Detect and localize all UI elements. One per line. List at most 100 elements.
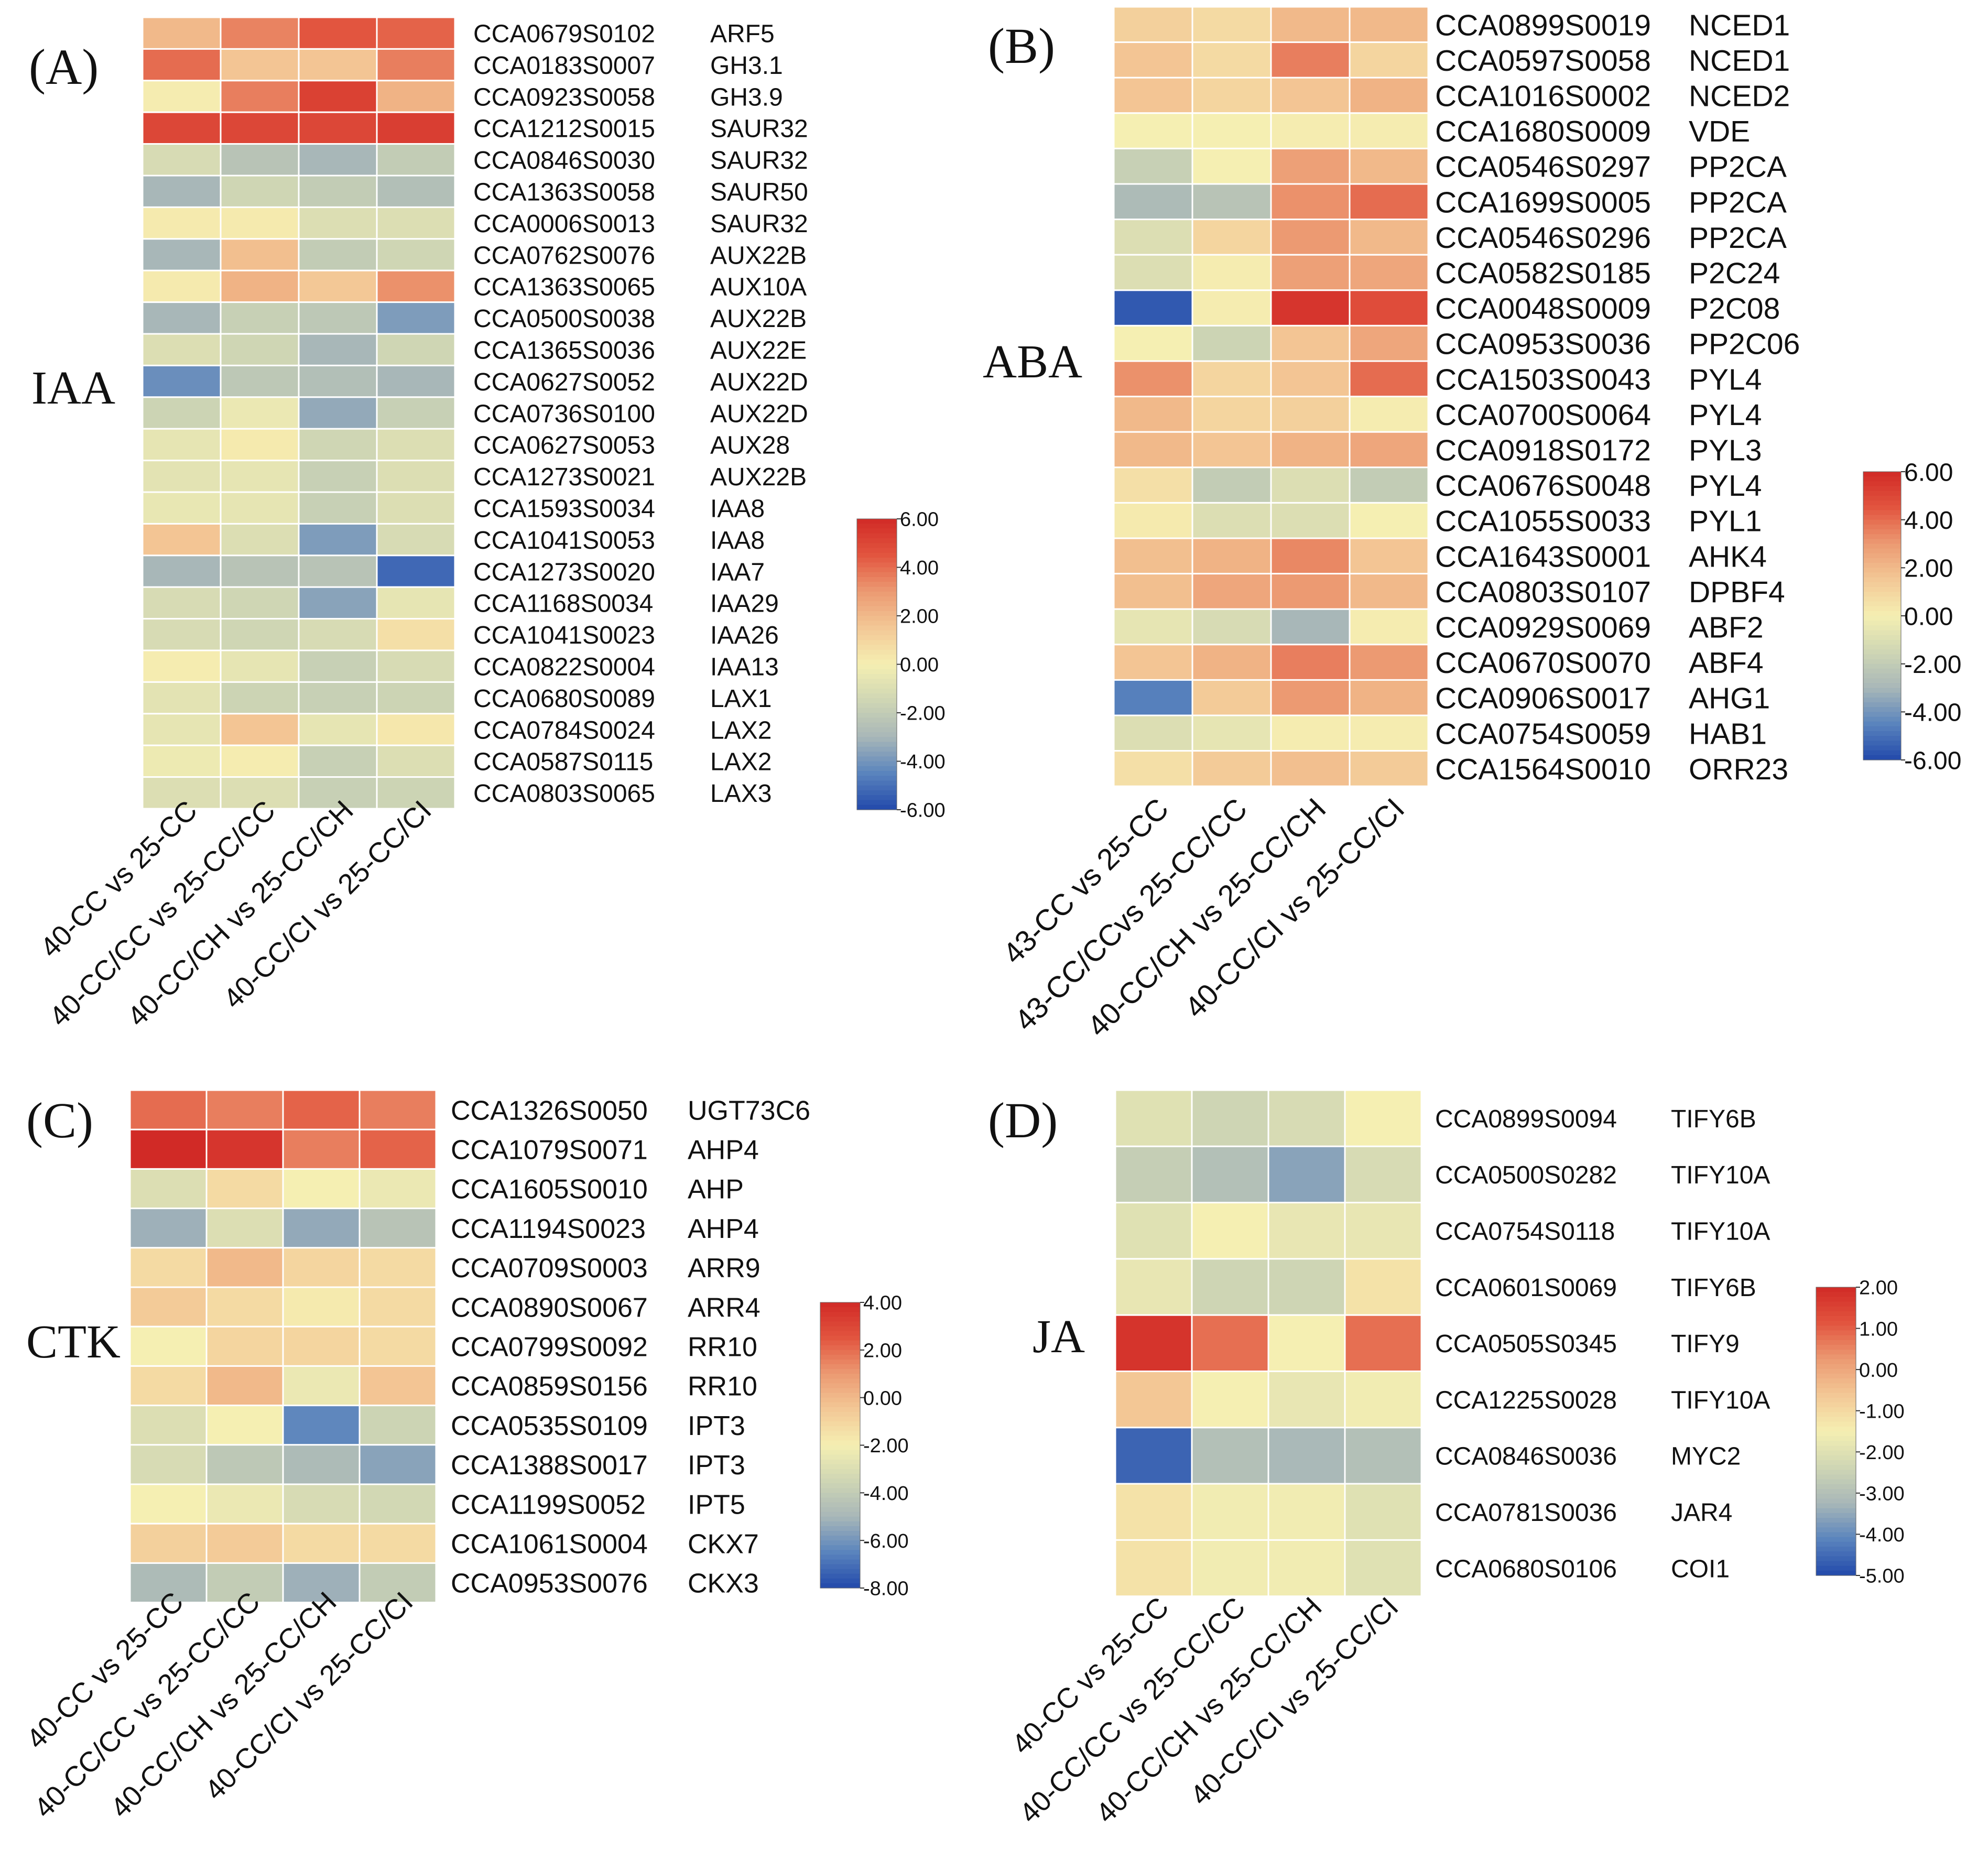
heatmap-cell (143, 587, 221, 618)
row-gene-name: TIFY6B (1671, 1105, 1756, 1133)
legend-gradient-band (1816, 1354, 1856, 1360)
legend-gradient-band (1863, 602, 1901, 607)
heatmap-cell (377, 302, 455, 334)
heatmap-cell (1115, 1259, 1192, 1315)
row-gene-name: PP2CA (1689, 221, 1787, 255)
heatmap-cell (299, 461, 377, 492)
heatmap-figure: (A)IAACCA0679S0102 ARF5CCA0183S0007 GH3.1C… (0, 0, 1988, 1870)
heatmap-cell (1192, 1090, 1268, 1146)
heatmap-cell (221, 587, 299, 618)
legend-gradient-band (820, 1503, 860, 1508)
heatmap-cell (1192, 361, 1271, 397)
heatmap-cell (207, 1169, 283, 1208)
heatmap-cell (1350, 609, 1428, 645)
legend-gradient-band (857, 538, 897, 543)
legend-gradient-band (857, 742, 897, 747)
heatmap-cell (1271, 325, 1350, 361)
heatmap-cell (143, 397, 221, 429)
legend-gradient-band (1863, 472, 1901, 477)
heatmap-cell (1350, 325, 1428, 361)
row-gene-name: IPT3 (688, 1450, 745, 1481)
legend-gradient-band (1863, 534, 1901, 539)
legend-gradient-band (1816, 1561, 1856, 1567)
row-gene-id: CCA1199S0052 (451, 1490, 646, 1520)
row-gene-name: AHP4 (688, 1135, 759, 1166)
row-gene-id: CCA0822S0004 (473, 653, 655, 681)
heatmap-cell (221, 365, 299, 397)
legend-gradient-band (820, 1307, 860, 1312)
legend-gradient-band (1863, 722, 1901, 727)
row-gene-id: CCA1168S0034 (473, 590, 653, 618)
heatmap-cell (207, 1327, 283, 1366)
row-gene-id: CCA0953S0036 (1435, 328, 1651, 361)
heatmap-cell (360, 1524, 436, 1563)
legend-gradient-band (1816, 1287, 1856, 1292)
heatmap-cell (377, 682, 455, 713)
legend-gradient-band (1863, 616, 1901, 621)
row-gene-name: AUX28 (710, 432, 790, 460)
heatmap-cell (143, 714, 221, 745)
legend-gradient-band (820, 1560, 860, 1565)
row-gene-name: NCED2 (1689, 80, 1790, 113)
legend-tick-label: -6.00 (900, 800, 946, 822)
heatmap-cell (1345, 1540, 1421, 1596)
heatmap-cell (1345, 1315, 1421, 1371)
legend-gradient-band (1816, 1566, 1856, 1571)
heatmap-cell (283, 1287, 360, 1327)
row-gene-name: PYL4 (1689, 469, 1762, 503)
legend-gradient-band (1863, 505, 1901, 510)
legend-gradient-band (1816, 1393, 1856, 1398)
heatmap-cell (1350, 432, 1428, 468)
hormone-label: JA (1033, 1311, 1085, 1363)
legend-gradient-band (1816, 1292, 1856, 1297)
row-gene-name: ABF2 (1689, 611, 1764, 645)
legend-gradient-band (1816, 1551, 1856, 1557)
legend-gradient-band (1816, 1460, 1856, 1465)
row-gene-id: CCA1363S0058 (473, 178, 655, 206)
legend-gradient-band (820, 1478, 860, 1484)
legend-gradient-band (1863, 664, 1901, 669)
legend-gradient-band (1863, 688, 1901, 693)
legend-gradient-band (857, 592, 897, 597)
heatmap-cell (299, 524, 377, 555)
heatmap-cell (1271, 680, 1350, 715)
legend-gradient-band (1863, 539, 1901, 544)
row-gene-name: DPBF4 (1689, 575, 1785, 609)
heatmap-cell (377, 270, 455, 302)
heatmap-cell (1192, 1540, 1268, 1596)
legend-gradient-band (820, 1483, 860, 1488)
legend-gradient-band (1863, 640, 1901, 645)
row-gene-id: CCA0700S0064 (1435, 398, 1651, 432)
legend-gradient-band (1816, 1378, 1856, 1384)
legend-gradient-band (1863, 573, 1901, 578)
row-gene-name: PYL3 (1689, 434, 1762, 468)
legend-gradient-band (857, 771, 897, 776)
heatmap-cell (1350, 645, 1428, 680)
heatmap-cell (1192, 468, 1271, 503)
legend-gradient-band (1816, 1398, 1856, 1403)
legend-tick-label: 4.00 (863, 1292, 902, 1314)
legend-gradient-band (857, 577, 897, 582)
heatmap-cell (1271, 220, 1350, 255)
legend-gradient-band (1863, 755, 1901, 760)
heatmap-cell (1271, 397, 1350, 432)
heatmap-cell (221, 682, 299, 713)
heatmap-cell (1350, 255, 1428, 290)
legend-tick-label: 4.00 (900, 557, 939, 579)
row-gene-id: CCA1273S0020 (473, 558, 655, 586)
legend-gradient-band (1863, 476, 1901, 482)
legend-gradient-band (820, 1507, 860, 1513)
heatmap-cell (1271, 184, 1350, 220)
heatmap-cell (377, 492, 455, 524)
legend-gradient-band (1816, 1427, 1856, 1432)
heatmap-cell (1268, 1428, 1345, 1484)
legend-gradient-band (1816, 1417, 1856, 1422)
legend-tick-label: -6.00 (863, 1530, 909, 1552)
row-gene-name: ARF5 (710, 20, 775, 48)
legend-gradient-band (1816, 1422, 1856, 1427)
legend-gradient-band (820, 1383, 860, 1388)
heatmap-cell (1192, 1259, 1268, 1315)
row-gene-name: AHK4 (1689, 540, 1767, 573)
legend-gradient-band (857, 543, 897, 548)
legend-gradient-band (820, 1536, 860, 1541)
